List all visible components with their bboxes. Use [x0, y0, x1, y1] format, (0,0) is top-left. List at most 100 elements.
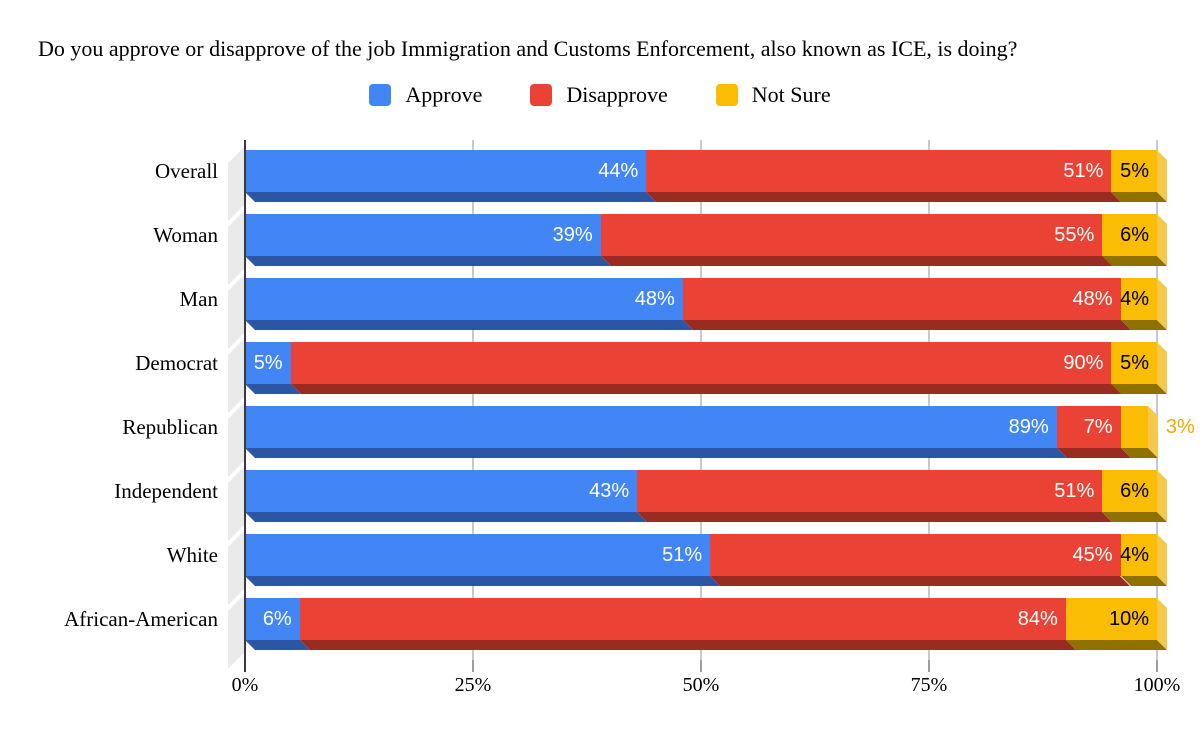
wall-segment	[228, 275, 244, 349]
segment-depth-approve	[245, 512, 648, 522]
category-label-man: Man	[179, 287, 219, 311]
value-label-not-sure: 5%	[1120, 160, 1149, 182]
value-label-disapprove: 51%	[1063, 160, 1104, 182]
approve-swatch-icon	[369, 84, 392, 106]
bar-end-cap	[1157, 150, 1167, 202]
x-tick-label-100%: 100%	[1133, 674, 1181, 696]
bar-row-independent: 43% 51% 6%	[245, 470, 1167, 522]
value-label-approve: 5%	[253, 352, 283, 374]
legend-label-approve: Approve	[405, 82, 483, 107]
segment-depth-not-sure	[1102, 512, 1167, 522]
wall-segment	[228, 339, 244, 413]
category-label-republican: Republican	[122, 415, 218, 439]
segment-not-sure	[1120, 406, 1148, 448]
segment-depth-approve	[245, 448, 1067, 458]
segment-approve: 44%	[245, 150, 647, 192]
segment-not-sure: 10%	[1065, 598, 1157, 640]
wall-segment	[228, 531, 244, 605]
segment-disapprove: 45%	[710, 534, 1121, 576]
gridline-25%	[472, 140, 474, 660]
value-label-approve: 44%	[598, 160, 639, 182]
wall-segment	[228, 403, 244, 477]
value-label-not-sure: 6%	[1120, 480, 1149, 502]
x-tick-100%	[1156, 660, 1158, 672]
segment-approve: 51%	[245, 534, 711, 576]
value-label-disapprove: 84%	[1017, 608, 1058, 630]
segment-depth-disapprove	[710, 576, 1131, 586]
bar-end-cap	[1157, 342, 1167, 394]
bar-end-cap	[1157, 214, 1167, 266]
disapprove-swatch-icon	[530, 84, 553, 106]
segment-depth-disapprove	[682, 320, 1131, 330]
segment-not-sure: 4%	[1120, 534, 1157, 576]
segment-not-sure: 5%	[1111, 150, 1157, 192]
bar-row-man: 48% 48% 4%	[245, 278, 1167, 330]
segment-approve: 5%	[245, 342, 291, 384]
legend-label-not-sure: Not Sure	[751, 82, 831, 107]
bar-end-cap	[1157, 470, 1167, 522]
x-tick-75%	[928, 660, 930, 672]
value-label-disapprove: 90%	[1063, 352, 1104, 374]
bar-row-woman: 39% 55% 6%	[245, 214, 1167, 266]
gridline-50%	[700, 140, 702, 660]
segment-depth-approve	[245, 256, 611, 266]
value-label-not-sure: 6%	[1120, 224, 1149, 246]
category-label-democrat: Democrat	[135, 351, 218, 375]
segment-disapprove: 51%	[646, 150, 1112, 192]
category-label-independent: Independent	[114, 479, 218, 503]
segment-approve: 39%	[245, 214, 601, 256]
segment-depth-disapprove	[299, 640, 1076, 650]
value-label-approve: 89%	[1008, 416, 1049, 438]
value-label-disapprove: 55%	[1054, 224, 1095, 246]
segment-depth-approve	[245, 640, 310, 650]
value-label-not-sure: 4%	[1120, 544, 1149, 566]
x-tick-label-75%: 75%	[910, 674, 948, 696]
bar-end-cap	[1157, 598, 1167, 650]
segment-not-sure: 6%	[1102, 470, 1157, 512]
legend-item-not-sure: Not Sure	[715, 82, 831, 108]
segment-depth-not-sure	[1102, 256, 1167, 266]
value-label-disapprove: 45%	[1072, 544, 1113, 566]
bar-row-democrat: 5% 90% 5%	[245, 342, 1167, 394]
segment-depth-disapprove	[1056, 448, 1131, 458]
wall-segment	[228, 147, 244, 221]
segment-disapprove: 7%	[1056, 406, 1121, 448]
segment-not-sure: 4%	[1120, 278, 1157, 320]
segment-approve: 43%	[245, 470, 638, 512]
segment-depth-disapprove	[637, 512, 1113, 522]
wall-segment	[228, 595, 244, 669]
bar-end-cap	[1157, 534, 1167, 586]
x-tick-50%	[700, 660, 702, 672]
gridline-100%	[1156, 140, 1158, 660]
y-axis-line	[244, 140, 246, 672]
x-tick-label-0%: 0%	[231, 674, 259, 696]
segment-depth-approve	[245, 576, 721, 586]
segment-disapprove: 51%	[637, 470, 1103, 512]
segment-depth-disapprove	[646, 192, 1122, 202]
segment-disapprove: 84%	[299, 598, 1066, 640]
bar-row-white: 51% 45% 4%	[245, 534, 1167, 586]
segment-disapprove: 48%	[682, 278, 1121, 320]
wall-segment	[228, 467, 244, 541]
segment-approve: 89%	[245, 406, 1057, 448]
bar-end-cap	[1147, 406, 1158, 458]
x-tick-label-25%: 25%	[454, 674, 492, 696]
bar-row-african-american: 6% 84% 10%	[245, 598, 1167, 650]
legend-item-approve: Approve	[369, 82, 482, 108]
legend-label-disapprove: Disapprove	[566, 82, 668, 107]
legend-item-disapprove: Disapprove	[530, 82, 668, 108]
value-label-approve: 48%	[634, 288, 675, 310]
chart-title: Do you approve or disapprove of the job …	[38, 36, 1018, 61]
x-tick-25%	[472, 660, 474, 672]
x-tick-label-50%: 50%	[682, 674, 720, 696]
value-label-disapprove: 51%	[1054, 480, 1095, 502]
segment-not-sure: 5%	[1111, 342, 1157, 384]
segment-depth-approve	[245, 192, 657, 202]
segment-depth-disapprove	[600, 256, 1113, 266]
segment-depth-approve	[245, 320, 693, 330]
category-label-white: White	[166, 543, 218, 567]
segment-disapprove: 55%	[600, 214, 1103, 256]
segment-approve: 6%	[245, 598, 300, 640]
value-label-approve: 39%	[552, 224, 593, 246]
value-label-disapprove: 7%	[1083, 416, 1113, 438]
